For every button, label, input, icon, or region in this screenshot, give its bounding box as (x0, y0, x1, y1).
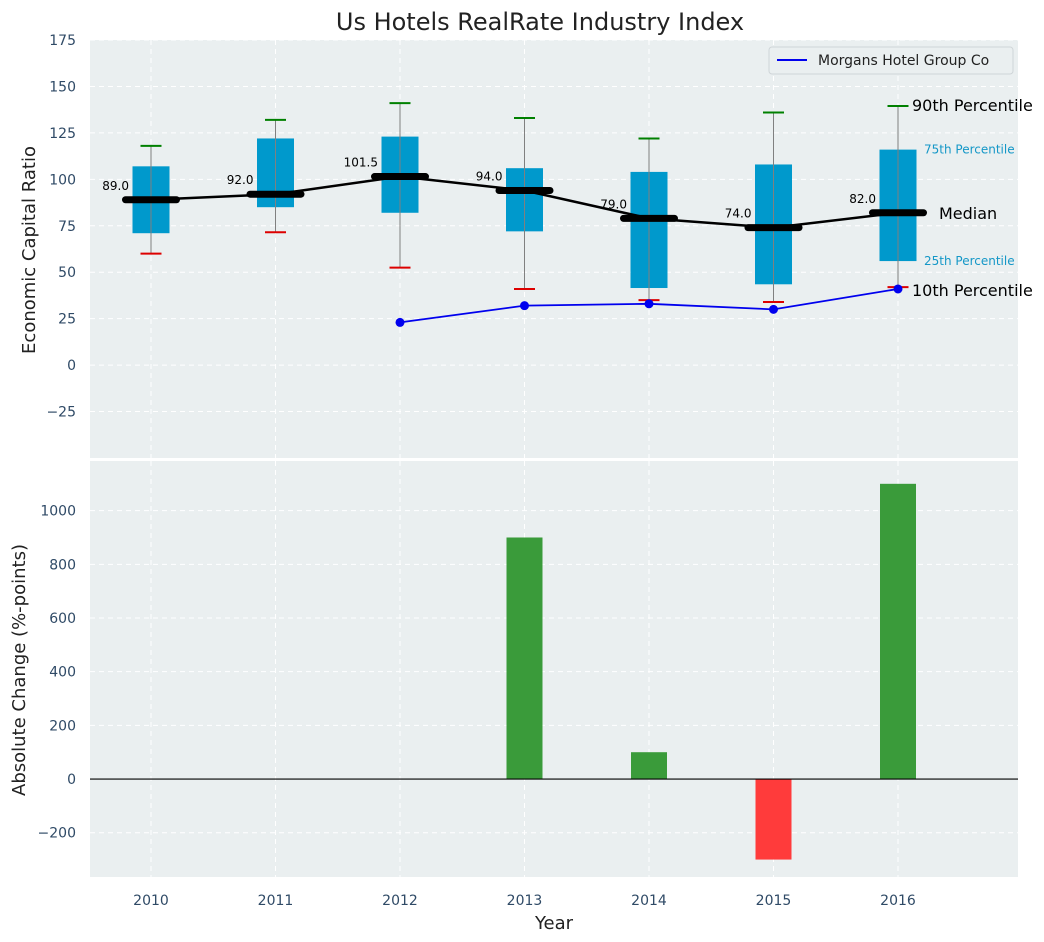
x-tick-label: 2013 (507, 893, 543, 909)
top-y-tick-label: 175 (49, 33, 76, 49)
bottom-y-tick-label: 1000 (40, 504, 76, 520)
x-axis-label: Year (534, 913, 574, 934)
top-y-tick-label: 25 (58, 312, 76, 328)
company-point (644, 299, 654, 309)
top-y-tick-label: −25 (46, 405, 76, 421)
median-value-label: 92.0 (227, 173, 254, 187)
top-annotations: 90th Percentile 75th Percentile Median 25th… (912, 96, 1033, 300)
bottom-y-axis-label: Absolute Change (%-points) (9, 544, 30, 796)
top-y-tick-label: 50 (58, 265, 76, 281)
x-tick-label: 2016 (880, 893, 916, 909)
top-lines: 89.0 92.0 101.5 94.0 79.0 74.0 82.0 (102, 156, 927, 327)
median-value-label: 82.0 (849, 192, 876, 206)
bottom-y-tick-label: 200 (49, 718, 76, 734)
bottom-y-tick-label: 400 (49, 665, 76, 681)
top-panel-background (90, 40, 1018, 458)
company-point (395, 317, 405, 327)
bottom-y-tick-label: −200 (38, 826, 76, 842)
change-bar (880, 483, 916, 780)
company-point (520, 301, 529, 311)
median-value-label: 74.0 (725, 207, 752, 221)
p75-annotation: 75th Percentile (924, 143, 1015, 157)
legend-box (768, 46, 1014, 75)
top-y-tick-label: 75 (58, 219, 76, 235)
bottom-bars (90, 483, 1018, 860)
top-y-axis-label: Economic Capital Ratio (19, 146, 40, 354)
axis-ticks: 175 150 125 100 75 50 25 0 −25 1000 800 600 400 200 0 −… (38, 33, 916, 909)
x-tick-label: 2015 (756, 893, 792, 909)
x-tick-label: 2012 (382, 893, 418, 909)
top-y-tick-label: 100 (49, 172, 76, 188)
top-y-tick-label: 125 (49, 126, 76, 142)
bottom-y-tick-label: 0 (67, 772, 76, 788)
median-value-label: 101.5 (344, 156, 378, 170)
company-point (769, 304, 778, 314)
legend-label: Morgans Hotel Group Co (818, 53, 989, 69)
chart-title: Us Hotels RealRate Industry Index (336, 8, 744, 36)
x-tick-label: 2011 (258, 893, 294, 909)
median-value-label: 89.0 (102, 179, 129, 193)
change-bar (506, 537, 543, 780)
change-bar (755, 779, 792, 860)
x-tick-label: 2014 (631, 893, 667, 909)
bottom-y-tick-label: 600 (49, 611, 76, 627)
p25-annotation: 25th Percentile (924, 254, 1015, 268)
change-bar (631, 752, 667, 780)
top-y-tick-label: 0 (67, 358, 76, 374)
bottom-y-tick-label: 800 (49, 557, 76, 573)
p90-annotation: 90th Percentile (912, 96, 1033, 115)
p10-annotation: 10th Percentile (912, 281, 1033, 300)
median-value-label: 94.0 (476, 169, 503, 183)
company-point (893, 284, 903, 294)
top-y-tick-label: 150 (49, 79, 76, 95)
x-tick-label: 2010 (133, 893, 169, 909)
median-value-label: 79.0 (600, 197, 627, 211)
legend: Morgans Hotel Group Co (768, 46, 1014, 75)
median-annotation: Median (939, 204, 997, 223)
bottom-panel-background (90, 461, 1018, 877)
